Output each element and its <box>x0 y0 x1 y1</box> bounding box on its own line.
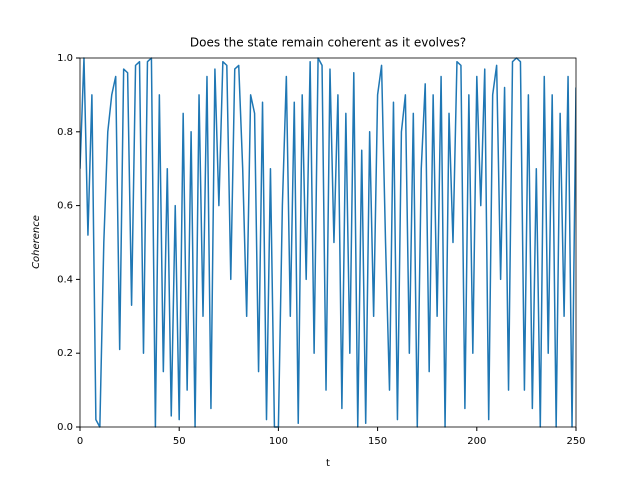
y-tick-label: 1.0 <box>57 53 73 64</box>
y-tick-label: 0.4 <box>57 274 73 285</box>
x-tick-label: 100 <box>269 436 288 447</box>
x-tick-label: 150 <box>368 436 387 447</box>
y-tick-label: 0.6 <box>57 201 73 212</box>
y-axis-label: Coherence <box>31 215 42 269</box>
x-axis-label: t <box>326 458 330 469</box>
data-line <box>80 57 576 428</box>
y-tick-label: 0.2 <box>57 348 73 359</box>
y-tick-label: 0.8 <box>57 127 73 138</box>
x-tick-label: 200 <box>467 436 486 447</box>
y-tick-label: 0.0 <box>57 422 73 433</box>
x-tick-label: 250 <box>566 436 585 447</box>
chart-title: Does the state remain coherent as it evo… <box>190 36 466 50</box>
plot-frame <box>79 57 577 428</box>
x-tick-label: 50 <box>173 436 186 447</box>
x-tick-label: 0 <box>77 436 83 447</box>
